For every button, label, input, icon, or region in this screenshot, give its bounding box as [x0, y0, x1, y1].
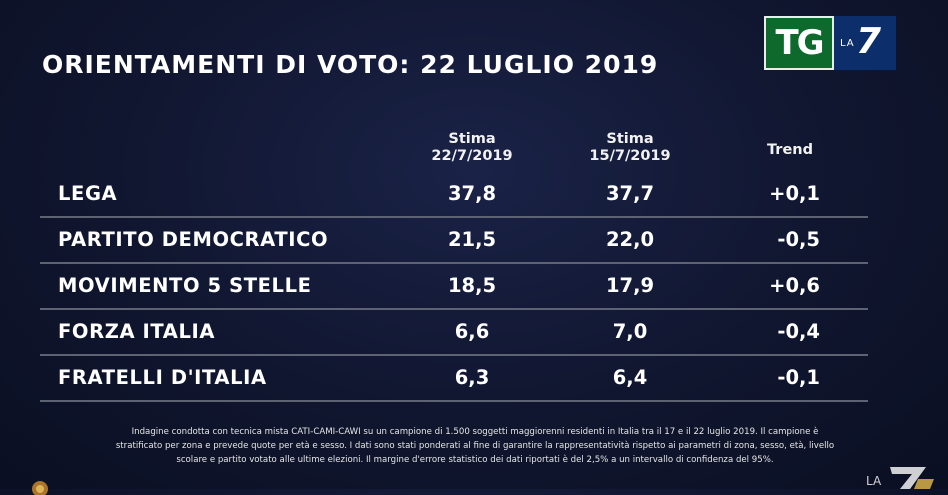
column-header-trend-label: Trend: [767, 142, 813, 158]
corner-emblem-icon: [32, 481, 48, 495]
trend-value: -0,1: [777, 366, 820, 389]
stima-15-value: 37,7: [605, 182, 655, 205]
table-row: FORZA ITALIA 6,6 7,0 -0,4: [40, 310, 868, 356]
stima-22-value: 37,8: [447, 182, 497, 205]
la7-logo-seven: 7: [856, 21, 882, 62]
methodology-note-line: Indagine condotta con tecnica mista CATI…: [131, 427, 819, 437]
column-header-trend: Trend: [748, 142, 832, 159]
methodology-note-line: stratificato per zona e prevede quote pe…: [115, 441, 835, 451]
table-row: PARTITO DEMOCRATICO 21,5 22,0 -0,5: [40, 218, 868, 264]
column-header-stima-15: Stima 15/7/2019: [568, 131, 692, 165]
results-table: LEGA 37,8 37,7 +0,1 PARTITO DEMOCRATICO …: [40, 172, 868, 402]
party-name: LEGA: [58, 182, 118, 205]
table-row: LEGA 37,8 37,7 +0,1: [40, 172, 868, 218]
trend-value: -0,4: [777, 320, 820, 343]
la7-watermark-icon: LA: [866, 467, 934, 489]
methodology-note: Indagine condotta con tecnica mista CATI…: [40, 425, 910, 467]
column-header-stima-15-line2: 15/7/2019: [589, 148, 671, 164]
table-row: MOVIMENTO 5 STELLE 18,5 17,9 +0,6: [40, 264, 868, 310]
stima-15-value: 7,0: [612, 320, 648, 343]
stima-22-value: 6,6: [454, 320, 490, 343]
la7-logo-la: LA: [840, 38, 855, 49]
party-name: FORZA ITALIA: [58, 320, 216, 343]
column-header-stima-15-line1: Stima: [606, 131, 654, 147]
column-header-stima-22: Stima 22/7/2019: [410, 131, 534, 165]
tg-logo: TG: [764, 16, 834, 70]
methodology-note-line: scolare e partito votato alle ultime ele…: [176, 455, 774, 465]
trend-value: +0,1: [769, 182, 820, 205]
stima-22-value: 18,5: [447, 274, 497, 297]
trend-value: +0,6: [769, 274, 820, 297]
column-header-stima-22-line1: Stima: [448, 131, 496, 147]
column-header-stima-22-line2: 22/7/2019: [431, 148, 513, 164]
stima-15-value: 22,0: [605, 228, 655, 251]
stima-15-value: 6,4: [612, 366, 648, 389]
chart-title: ORIENTAMENTI DI VOTO: 22 LUGLIO 2019: [42, 50, 659, 79]
svg-text:LA: LA: [866, 474, 882, 488]
stima-15-value: 17,9: [605, 274, 655, 297]
party-name: MOVIMENTO 5 STELLE: [58, 274, 312, 297]
party-name: PARTITO DEMOCRATICO: [58, 228, 329, 251]
trend-value: -0,5: [777, 228, 820, 251]
stima-22-value: 21,5: [447, 228, 497, 251]
tg-la7-logo: TG LA 7: [764, 16, 896, 70]
party-name: FRATELLI D'ITALIA: [58, 366, 267, 389]
table-row: FRATELLI D'ITALIA 6,3 6,4 -0,1: [40, 356, 868, 402]
stima-22-value: 6,3: [454, 366, 490, 389]
la7-logo: LA 7: [834, 16, 896, 70]
